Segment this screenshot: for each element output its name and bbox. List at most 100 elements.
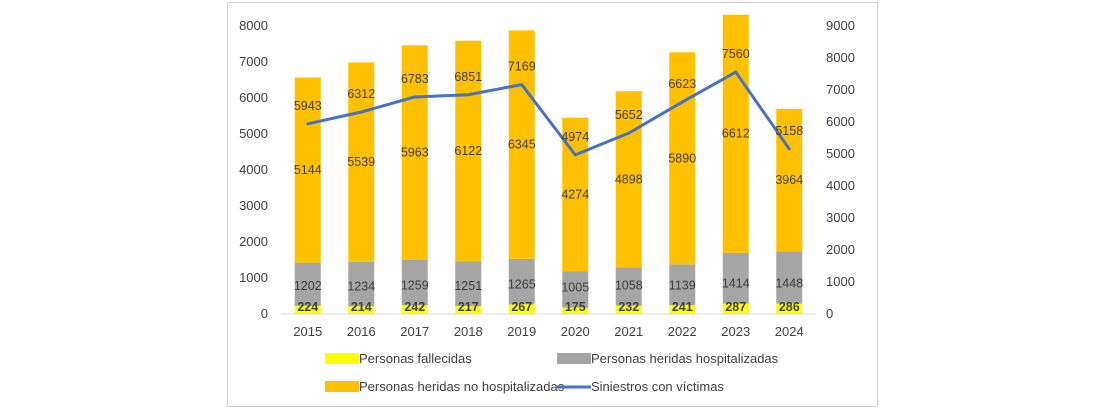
bar-no-hospitalizadas	[776, 108, 803, 252]
legend-label: Personas heridas hospitalizadas	[591, 351, 779, 366]
bar-hospitalizadas	[562, 271, 589, 308]
y-right-tick-label: 2000	[826, 242, 855, 257]
data-label-no-hospitalizadas: 4898	[615, 172, 643, 186]
y-left-tick-label: 8000	[239, 18, 268, 33]
bar-no-hospitalizadas	[455, 40, 482, 262]
x-tick-label: 2018	[454, 324, 483, 339]
data-label-fallecidas: 267	[511, 300, 532, 314]
y-right-tick-label: 8000	[826, 50, 855, 65]
data-label-siniestros: 7169	[508, 60, 536, 74]
data-label-siniestros: 5943	[294, 99, 322, 113]
data-label-fallecidas: 224	[297, 300, 318, 314]
data-label-hospitalizadas: 1139	[669, 278, 696, 292]
y-right-tick-label: 5000	[826, 146, 855, 161]
bar-no-hospitalizadas	[294, 77, 321, 263]
data-label-siniestros: 7560	[722, 47, 750, 61]
legend-swatch	[325, 381, 359, 392]
x-tick-label: 2021	[614, 324, 643, 339]
data-label-no-hospitalizadas: 6122	[454, 144, 482, 158]
y-left-tick-label: 5000	[239, 126, 268, 141]
data-label-hospitalizadas: 1448	[775, 277, 803, 291]
x-tick-label: 2016	[347, 324, 376, 339]
data-label-siniestros: 6851	[454, 70, 482, 84]
data-label-fallecidas: 286	[779, 300, 800, 314]
data-label-siniestros: 6623	[668, 77, 696, 91]
bar-no-hospitalizadas	[615, 91, 642, 268]
bar-hospitalizadas	[615, 267, 642, 306]
data-label-hospitalizadas: 1259	[401, 278, 429, 292]
y-left-tick-label: 4000	[239, 162, 268, 177]
y-left-tick-label: 7000	[239, 54, 268, 69]
data-label-fallecidas: 242	[404, 300, 425, 314]
data-label-siniestros: 5158	[775, 124, 803, 138]
y-left-tick-label: 2000	[239, 234, 268, 249]
data-label-hospitalizadas: 1414	[722, 277, 750, 291]
bar-fallecidas	[348, 306, 375, 314]
bar-fallecidas	[776, 303, 803, 314]
data-label-fallecidas: 175	[565, 300, 586, 314]
bar-hospitalizadas	[348, 261, 375, 307]
data-label-no-hospitalizadas: 4274	[561, 188, 589, 202]
y-right-tick-label: 7000	[826, 82, 855, 97]
y-right-tick-label: 1000	[826, 274, 855, 289]
x-tick-label: 2019	[507, 324, 536, 339]
bar-hospitalizadas	[508, 258, 535, 305]
data-label-hospitalizadas: 1265	[508, 277, 536, 291]
legend-label: Personas heridas no hospitalizadas	[359, 379, 565, 394]
data-label-no-hospitalizadas: 5963	[401, 146, 429, 160]
data-label-hospitalizadas: 1058	[615, 279, 643, 293]
chart-frame: 0 1000 2000 3000 4000 5000 6000 7000 8000 0 1000 20…	[227, 2, 878, 407]
x-tick-label: 2020	[561, 324, 590, 339]
combo-chart: 0 1000 2000 3000 4000 5000 6000 7000 8000 0 1000 20…	[239, 14, 855, 394]
legend-label: Siniestros con víctimas	[591, 379, 724, 394]
data-label-no-hospitalizadas: 5890	[668, 151, 696, 165]
x-tick-label: 2015	[293, 324, 322, 339]
bar-hospitalizadas	[669, 264, 696, 306]
data-label-hospitalizadas: 1202	[294, 279, 322, 293]
data-label-no-hospitalizadas: 3964	[775, 173, 803, 187]
bar-hospitalizadas	[294, 262, 321, 306]
data-label-siniestros: 5652	[615, 108, 643, 122]
data-label-no-hospitalizadas: 6345	[508, 138, 536, 152]
y-left-tick-label: 0	[261, 306, 268, 321]
y-right-tick-label: 3000	[826, 210, 855, 225]
data-label-fallecidas: 287	[725, 300, 746, 314]
bar-no-hospitalizadas	[508, 30, 535, 259]
data-label-no-hospitalizadas: 6612	[722, 127, 750, 141]
bar-hospitalizadas	[455, 261, 482, 307]
bar-no-hospitalizadas	[401, 45, 428, 260]
legend-swatch	[325, 353, 359, 364]
x-tick-label: 2023	[721, 324, 750, 339]
y-right-tick-label: 4000	[826, 178, 855, 193]
data-label-siniestros: 6783	[401, 72, 429, 86]
data-label-hospitalizadas: 1005	[561, 281, 589, 295]
bar-hospitalizadas	[776, 251, 803, 304]
x-tick-label: 2024	[775, 324, 804, 339]
bar-fallecidas	[669, 305, 696, 314]
bar-hospitalizadas	[722, 252, 749, 304]
data-label-siniestros: 4974	[561, 130, 589, 144]
data-label-no-hospitalizadas: 5539	[347, 155, 375, 169]
line-siniestros	[306, 70, 791, 157]
y-left-tick-label: 6000	[239, 90, 268, 105]
y-right-tick-label: 9000	[826, 18, 855, 33]
y-right-tick-label: 0	[826, 306, 833, 321]
y-left-tick-label: 3000	[239, 198, 268, 213]
legend-swatch	[557, 353, 591, 364]
bar-fallecidas	[722, 303, 749, 314]
data-label-fallecidas: 232	[618, 300, 639, 314]
bar-fallecidas	[455, 306, 482, 314]
data-label-no-hospitalizadas: 5144	[294, 163, 322, 177]
data-label-fallecidas: 217	[458, 300, 479, 314]
bar-fallecidas	[294, 305, 321, 314]
y-right-tick-label: 6000	[826, 114, 855, 129]
x-tick-label: 2017	[400, 324, 429, 339]
bar-no-hospitalizadas	[722, 14, 749, 253]
data-label-siniestros: 6312	[347, 87, 375, 101]
bar-fallecidas	[615, 305, 642, 314]
bar-fallecidas	[562, 307, 589, 314]
data-label-hospitalizadas: 1251	[454, 279, 482, 293]
data-label-hospitalizadas: 1234	[347, 279, 375, 293]
bar-fallecidas	[508, 304, 535, 314]
legend-label: Personas fallecidas	[359, 351, 472, 366]
